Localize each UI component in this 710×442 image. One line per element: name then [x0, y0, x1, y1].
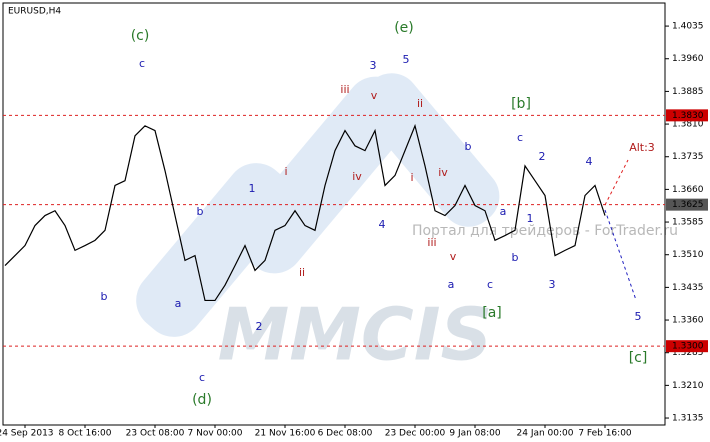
wave-label: [b]: [511, 96, 531, 112]
y-tick-label: 1.3435: [672, 283, 704, 293]
watermark-shapes: [136, 73, 500, 337]
y-tick-label: 1.3210: [672, 381, 704, 391]
x-tick-label: 7 Nov 00:00: [188, 429, 243, 439]
wave-label: b: [512, 251, 519, 264]
wave-label: v: [371, 89, 378, 102]
y-tick-label: 1.3360: [672, 316, 704, 326]
price-line: [4, 123, 606, 302]
wave-label: ii: [417, 97, 423, 110]
wave-label: a: [175, 297, 182, 310]
wave-label: [a]: [482, 305, 502, 321]
y-tick-label: 1.3960: [672, 54, 704, 64]
wave-label: b: [101, 290, 108, 303]
wave-label: c: [199, 371, 205, 384]
x-tick-label: 23 Oct 08:00: [126, 429, 185, 439]
projection: [604, 209, 637, 301]
wave-label: 4: [379, 218, 386, 231]
projection: [604, 159, 629, 206]
logo-shape: [136, 163, 294, 337]
y-tick-label: 1.3135: [672, 414, 704, 424]
x-tick-label: 21 Nov 16:00: [255, 429, 316, 439]
wave-label: 5: [403, 53, 410, 66]
wave-label: i: [410, 171, 413, 184]
wave-label: a: [500, 205, 507, 218]
y-tick-label: 1.3885: [672, 87, 704, 97]
wave-label: c: [487, 278, 493, 291]
wave-label: iv: [438, 166, 448, 179]
wave-label: 1: [249, 182, 256, 195]
wave-label: a: [448, 278, 455, 291]
logo: MMCIS: [218, 293, 493, 377]
y-tick-label: 1.3660: [672, 185, 704, 195]
wave-label: 3: [370, 59, 377, 72]
wave-label: 4: [586, 155, 593, 168]
chart-title: EURUSD,H4: [8, 7, 61, 17]
x-tick-label: 9 Jan 08:00: [449, 429, 501, 439]
level-box: [666, 340, 708, 353]
logo-shape: [236, 76, 414, 274]
level-label: 1.3300: [672, 342, 704, 352]
wave-label: (d): [192, 392, 212, 408]
y-tick-label: 1.3735: [672, 152, 704, 162]
wave-label: ii: [299, 266, 305, 279]
x-tick-label: 6 Dec 08:00: [318, 429, 373, 439]
y-tick-label: 1.3810: [672, 120, 704, 130]
level-box: [666, 109, 708, 122]
y-tick-label: 1.3285: [672, 348, 704, 358]
y-tick-label: 1.3585: [672, 218, 704, 228]
wave-label: c: [139, 57, 145, 70]
wave-label: iii: [427, 236, 436, 249]
plot-frame: [2, 2, 666, 426]
wave-label: 2: [256, 320, 263, 333]
wave-label: c: [517, 131, 523, 144]
wave-label: (e): [394, 20, 414, 36]
x-tick-label: 24 Sep 2013: [0, 429, 54, 439]
y-tick-label: 1.4035: [672, 22, 704, 32]
wave-label: (c): [131, 28, 150, 44]
y-tick-label: 1.3510: [672, 250, 704, 260]
wave-label: 2: [539, 150, 546, 163]
wave-label: i: [284, 165, 287, 178]
wave-label: 3: [549, 278, 556, 291]
wave-label: 5: [635, 310, 642, 323]
wave-label: [c]: [629, 350, 648, 366]
level-box: [666, 198, 708, 211]
wave-label: b: [465, 140, 472, 153]
x-tick-label: 8 Oct 16:00: [59, 429, 112, 439]
level-label: 1.3625: [672, 200, 704, 210]
wave-label: v: [450, 250, 457, 263]
x-tick-label: 24 Jan 00:00: [517, 429, 574, 439]
wave-label: 1: [527, 212, 534, 225]
logo-shape: [360, 73, 500, 227]
wave-label: iv: [352, 170, 362, 183]
wave-label: b: [197, 205, 204, 218]
x-tick-label: 7 Feb 16:00: [578, 429, 632, 439]
watermark: Портал для трейдеров - ForTrader.ru: [412, 223, 678, 239]
level-label: 1.3830: [672, 111, 704, 121]
wave-label: Alt:3: [629, 141, 655, 154]
wave-label: iii: [340, 83, 349, 96]
x-tick-label: 23 Dec 00:00: [385, 429, 446, 439]
